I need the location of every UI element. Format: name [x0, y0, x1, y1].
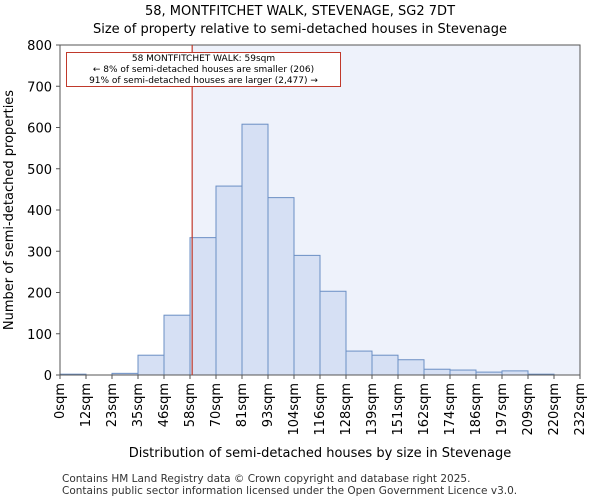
- x-tick-label-186sqm: 186sqm: [469, 383, 484, 436]
- bar-197sqm: [501, 370, 529, 376]
- x-tick-label-12sqm: 12sqm: [79, 383, 94, 427]
- bar-70sqm: [215, 185, 243, 376]
- bar-35sqm: [137, 354, 165, 376]
- y-tick-label-400: 400: [27, 204, 52, 219]
- x-tick-label-23sqm: 23sqm: [105, 383, 120, 427]
- x-tick-label-139sqm: 139sqm: [365, 383, 380, 436]
- bar-81sqm: [241, 123, 269, 376]
- x-tick-label-46sqm: 46sqm: [157, 383, 172, 427]
- x-tick-label-93sqm: 93sqm: [261, 383, 276, 427]
- y-tick-label-200: 200: [27, 287, 52, 302]
- annotation-line1: 58 MONTFITCHET WALK: 59sqm: [131, 54, 276, 64]
- x-tick-label-197sqm: 197sqm: [495, 383, 510, 436]
- bar-104sqm: [293, 254, 321, 376]
- x-tick-label-70sqm: 70sqm: [209, 383, 224, 427]
- x-tick-label-104sqm: 104sqm: [287, 383, 302, 436]
- x-tick-label-232sqm: 232sqm: [573, 383, 588, 436]
- y-tick-label-100: 100: [27, 328, 52, 343]
- y-tick-label-600: 600: [27, 122, 52, 137]
- y-tick-label-800: 800: [27, 39, 52, 54]
- bar-162sqm: [423, 368, 451, 376]
- x-tick-label-220sqm: 220sqm: [547, 383, 562, 436]
- x-tick-label-174sqm: 174sqm: [443, 383, 458, 436]
- x-tick-label-35sqm: 35sqm: [131, 383, 146, 427]
- y-tick-label-500: 500: [27, 163, 52, 178]
- chart-title-line2: Size of property relative to semi-detach…: [92, 22, 508, 37]
- x-tick-label-116sqm: 116sqm: [313, 383, 328, 436]
- footer-line1: Contains HM Land Registry data © Crown c…: [62, 473, 471, 485]
- x-axis-label: Distribution of semi-detached houses by …: [129, 446, 511, 461]
- annotation-line2: ← 8% of semi-detached houses are smaller…: [92, 65, 315, 75]
- bar-151sqm: [397, 359, 425, 376]
- bar-128sqm: [345, 350, 373, 376]
- bar-116sqm: [319, 290, 347, 376]
- x-tick-label-81sqm: 81sqm: [235, 383, 250, 427]
- x-tick-label-209sqm: 209sqm: [521, 383, 536, 436]
- y-tick-label-0: 0: [44, 369, 52, 384]
- x-tick-label-128sqm: 128sqm: [339, 383, 354, 436]
- chart-title-line1: 58, MONTFITCHET WALK, STEVENAGE, SG2 7DT: [144, 4, 456, 19]
- bar-174sqm: [449, 369, 477, 376]
- annotation-box: 58 MONTFITCHET WALK: 59sqm ← 8% of semi-…: [66, 52, 341, 87]
- x-tick-label-58sqm: 58sqm: [183, 383, 198, 427]
- bar-139sqm: [371, 354, 399, 376]
- bar-58sqm: [189, 237, 217, 376]
- y-tick-label-700: 700: [27, 80, 52, 95]
- x-tick-label-162sqm: 162sqm: [417, 383, 432, 436]
- y-tick-label-300: 300: [27, 245, 52, 260]
- footer-line2: Contains public sector information licen…: [62, 485, 518, 497]
- x-tick-label-151sqm: 151sqm: [391, 383, 406, 436]
- x-tick-label-0sqm: 0sqm: [53, 383, 68, 419]
- annotation-line3: 91% of semi-detached houses are larger (…: [89, 76, 318, 86]
- bar-93sqm: [267, 197, 295, 376]
- y-axis-label: Number of semi-detached properties: [2, 90, 17, 330]
- bar-46sqm: [163, 314, 191, 376]
